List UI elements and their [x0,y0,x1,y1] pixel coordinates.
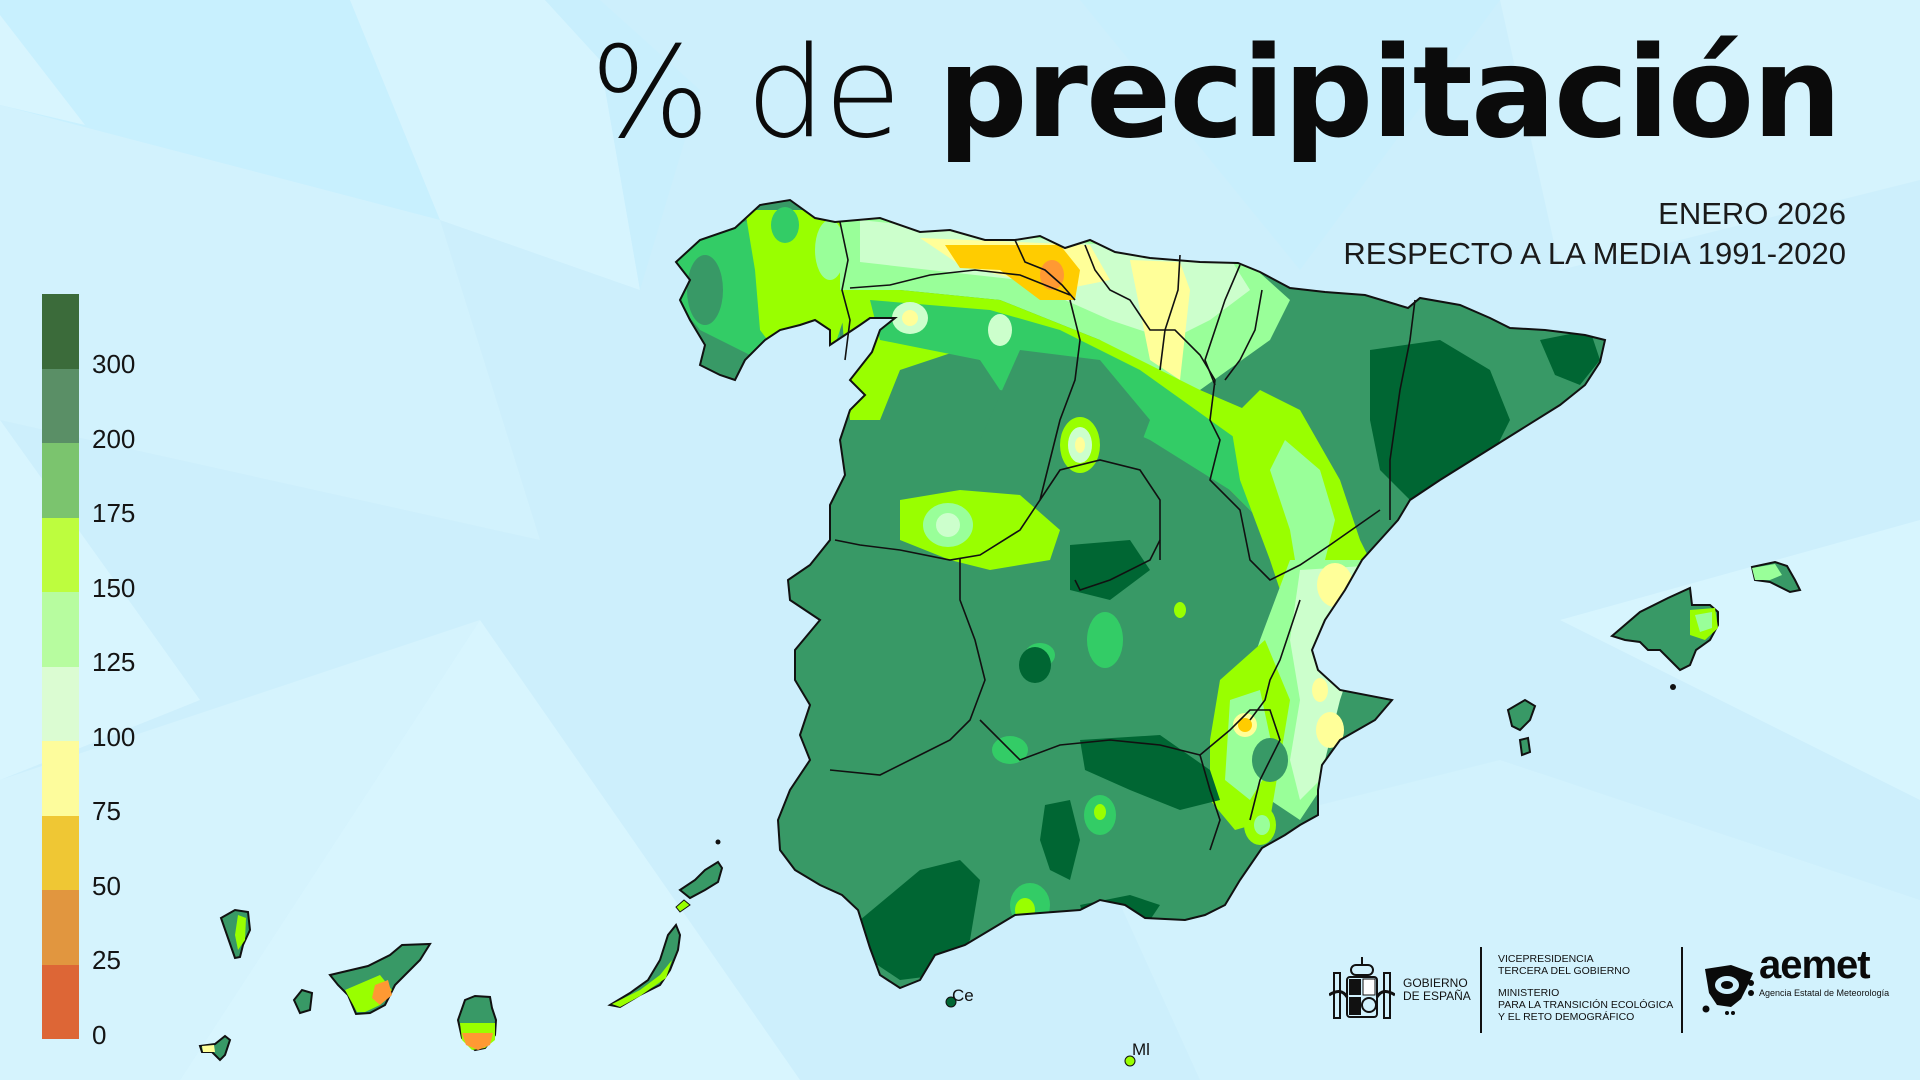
legend-tick: 300 [92,349,136,379]
legend-swatch-300plus [42,294,79,369]
legend-tick: 100 [92,722,136,752]
footer-divider [1480,947,1482,1033]
title-prefix: % de [590,19,901,166]
aemet-logo-icon [1702,965,1754,1015]
page-title: % de precipitación [590,30,1842,156]
legend-tick: 150 [92,573,136,603]
legend-swatch-50-75 [42,815,79,890]
legend-swatch-75-100 [42,741,79,816]
legend-swatch-25-50 [42,890,79,965]
melilla-marker [1124,1055,1136,1067]
legend-swatch-125-150 [42,592,79,667]
spain-coat-of-arms-icon [1329,957,1395,1019]
iberian-peninsula [675,199,1606,989]
reference-label: RESPECTO A LA MEDIA 1991-2020 [1343,236,1846,271]
legend-swatch-150-175 [42,517,79,592]
legend-tick: 25 [92,945,121,975]
gobierno-espana-text: GOBIERNO DE ESPAÑA [1403,976,1471,1003]
legend-tick: 50 [92,871,121,901]
balearic-islands [1506,560,1802,757]
aemet-full-name: Agencia Estatal de Meteorología [1759,988,1890,998]
legend-swatch-175-200 [42,443,79,518]
legend-tick: 75 [92,796,121,826]
period-label: ENERO 2026 [1658,196,1846,231]
footer-logos: GOBIERNO DE ESPAÑA VICEPRESIDENCIA TERCE… [1325,943,1895,1035]
legend-tick: 200 [92,424,136,454]
legend-colorbar [42,294,79,1039]
legend-tick: 125 [92,647,136,677]
legend-swatch-200-300 [42,368,79,443]
title-main: precipitación [937,19,1842,166]
canary-islands [198,839,724,1062]
ministry-text: VICEPRESIDENCIA TERCERA DEL GOBIERNO MIN… [1498,953,1674,1023]
ceuta-label: Ce [952,986,974,1005]
legend-swatch-100-125 [42,666,79,741]
legend-tick: 175 [92,498,136,528]
legend-swatch-0-25 [42,964,79,1039]
legend-tick: 0 [92,1020,107,1050]
footer-divider [1681,947,1683,1033]
aemet-wordmark: aemet [1759,943,1871,987]
region-boundaries [829,221,1416,851]
melilla-label: Ml [1132,1040,1150,1059]
ceuta-marker [945,996,957,1008]
